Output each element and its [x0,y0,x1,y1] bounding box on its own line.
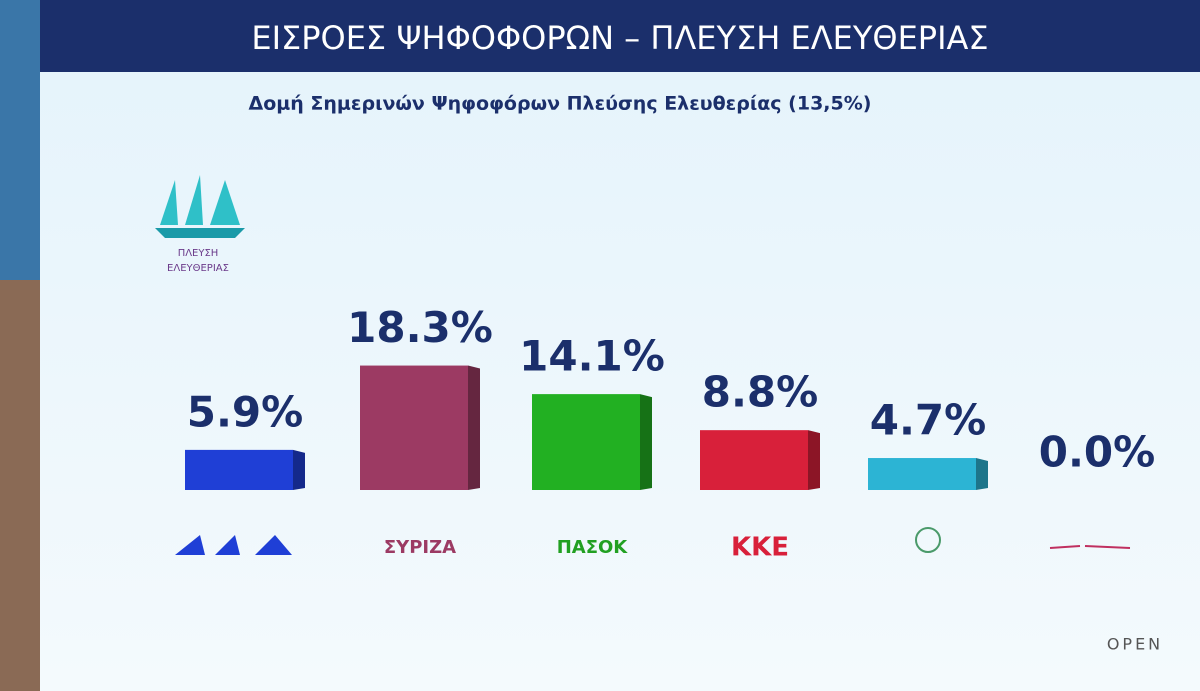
bar [360,365,468,490]
category-label: ΠΑΣΟΚ [557,537,629,558]
chart-subtitle: Δομή Σημερινών Ψηφοφόρων Πλεύσης Ελευθερ… [249,93,872,115]
value-label: 4.7% [870,396,986,445]
value-label: 5.9% [187,387,303,436]
value-label: 14.1% [519,332,665,381]
bar [700,430,808,490]
bar-side [640,394,652,490]
watermark: OPEN [1107,635,1163,654]
nd-logo [175,535,292,555]
value-label: 18.3% [347,303,493,352]
title-banner [40,0,1200,72]
backdrop-sky [0,0,40,280]
logo-text: ΕΛΕΥΘΕΡΙΑΣ [167,263,229,274]
logo-text: ΠΛΕΥΣΗ [178,248,219,259]
party-emblem [915,527,941,553]
bar [532,394,640,490]
value-label: 0.0% [1039,428,1155,477]
category-label: ΣΥΡΙΖΑ [384,537,456,558]
panel [40,0,1200,691]
party-emblem [1049,545,1131,549]
value-label: 8.8% [702,368,818,417]
bar-side [808,430,820,490]
bar [868,458,976,490]
bar-side [293,449,305,490]
bar-side [468,365,480,490]
party-logo: ΠΛΕΥΣΗ ΕΛΕΥΘΕΡΙΑΣ [155,175,245,274]
bar [185,449,293,490]
category-label: ΚΚΕ [731,533,789,563]
bar-side [976,458,988,490]
chart-title: ΕΙΣΡΟΕΣ ΨΗΦΟΦΟΡΩΝ – ΠΛΕΥΣΗ ΕΛΕΥΘΕΡΙΑΣ [251,19,988,57]
